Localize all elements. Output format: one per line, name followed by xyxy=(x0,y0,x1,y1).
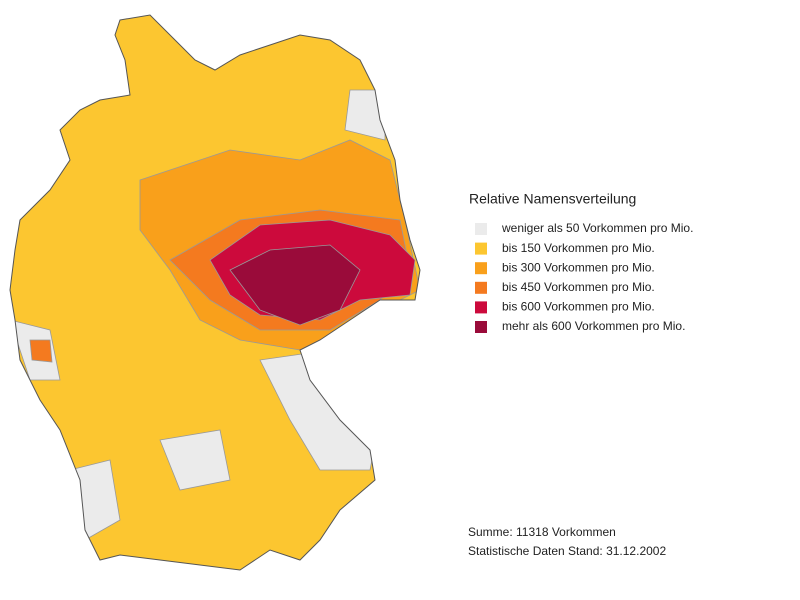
legend-title: Relative Namensverteilung xyxy=(469,191,636,207)
footer-sum: Summe: 11318 Vorkommen xyxy=(468,525,616,539)
region-low xyxy=(159,429,231,491)
germany-map xyxy=(10,15,420,570)
legend-label: bis 150 Vorkommen pro Mio. xyxy=(502,241,655,255)
legend-label: bis 450 Vorkommen pro Mio. xyxy=(502,280,655,294)
legend-swatch xyxy=(475,301,487,314)
legend-label: bis 600 Vorkommen pro Mio. xyxy=(502,300,655,314)
region-high xyxy=(29,339,53,363)
legend-label: weniger als 50 Vorkommen pro Mio. xyxy=(501,221,693,235)
legend-swatch xyxy=(475,242,487,255)
legend-swatch xyxy=(475,321,487,333)
footer-date: Statistische Daten Stand: 31.12.2002 xyxy=(468,544,666,558)
region-highest xyxy=(229,244,361,326)
legend-swatch xyxy=(475,262,487,275)
legend-swatch xyxy=(475,281,487,294)
legend: weniger als 50 Vorkommen pro Mio. bis 150… xyxy=(475,221,693,333)
legend-label: mehr als 600 Vorkommen pro Mio. xyxy=(502,319,685,333)
legend-swatch xyxy=(475,223,487,235)
legend-label: bis 300 Vorkommen pro Mio. xyxy=(502,260,655,274)
region-low xyxy=(344,89,386,141)
